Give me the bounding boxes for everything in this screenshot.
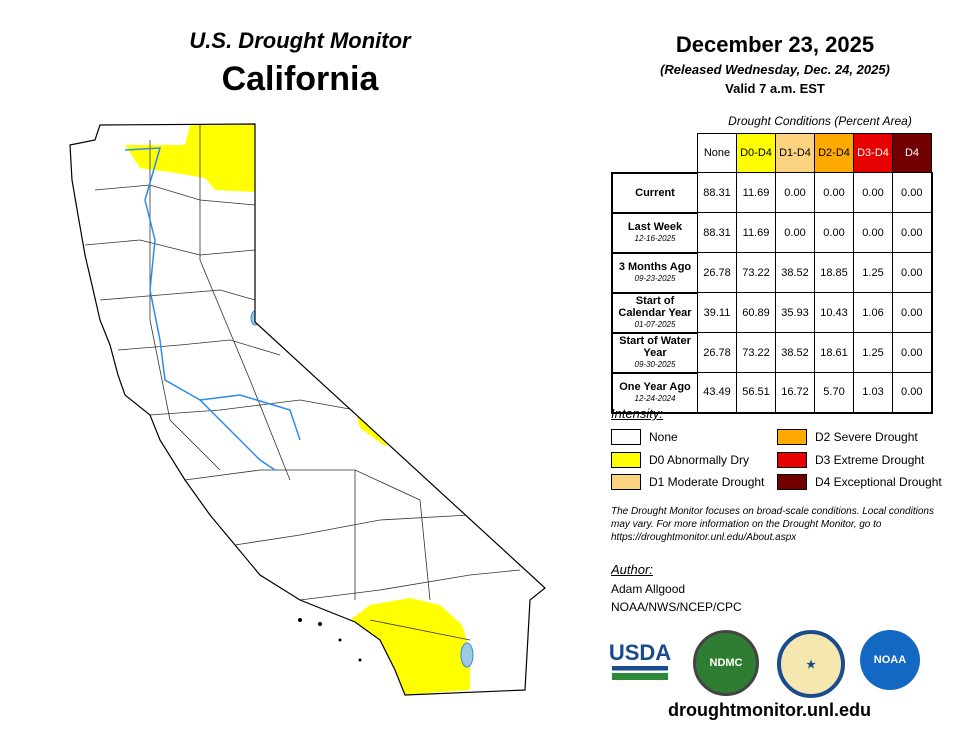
cell-value: 0.00 [892,372,933,413]
legend-swatch [611,474,641,490]
cell-value: 18.61 [814,332,854,373]
legend-label: D4 Exceptional Drought [815,475,942,489]
cell-value: 16.72 [775,372,815,413]
legend-title: Intensity: [611,406,664,421]
cell-value: 88.31 [697,212,737,253]
cell-value: 35.93 [775,292,815,333]
cell-value: 88.31 [697,172,737,213]
release-date: (Released Wednesday, Dec. 24, 2025) [660,62,890,77]
cell-value: 1.25 [853,252,893,293]
commerce-seal-icon: ★ [777,630,845,698]
legend-swatch [777,429,807,445]
row-label: One Year Ago 12-24-2024 [611,371,698,413]
ndmc-logo: NDMC [693,630,759,696]
cell-value: 56.51 [736,372,776,413]
cell-value: 43.49 [697,372,737,413]
channel-islands [298,618,362,662]
noaa-logo: NOAA [860,630,920,690]
table-row: Start of Water Year 09-30-2025 26.78 73.22 3… [611,331,933,373]
cell-value: 5.70 [814,372,854,413]
row-label: Current [611,171,698,213]
cell-value: 60.89 [736,292,776,333]
cell-value: 0.00 [853,172,893,213]
table-row: Current 88.31 11.69 0.00 0.00 0.00 0.00 [611,171,933,213]
table-row: 3 Months Ago 09-23-2025 26.78 73.22 38.52 18.… [611,251,933,293]
legend-label: None [649,430,678,444]
cell-value: 1.03 [853,372,893,413]
cell-value: 26.78 [697,332,737,373]
col-d3-d4: D3-D4 [853,133,893,173]
cell-value: 0.00 [775,212,815,253]
cell-value: 39.11 [697,292,737,333]
map-title: U.S. Drought Monitor [189,28,411,53]
col-d2-d4: D2-D4 [814,133,854,173]
col-none: None [697,133,737,173]
cell-value: 18.85 [814,252,854,293]
row-label: Last Week 12-16-2025 [611,211,698,253]
usda-logo: USDA [609,630,671,690]
legend-label: D2 Severe Drought [815,430,918,444]
col-d4: D4 [892,133,932,173]
legend-item: D3 Extreme Drought [777,452,924,468]
valid-time: Valid 7 a.m. EST [725,81,825,96]
state-name: California [221,60,379,98]
row-label: Start of Water Year 09-30-2025 [611,331,698,373]
legend-label: D0 Abnormally Dry [649,453,750,467]
table-row: Start of Calendar Year 01-07-2025 39.11 60.… [611,291,933,333]
author-title: Author: [611,562,653,577]
row-label: Start of Calendar Year 01-07-2025 [611,291,698,333]
author-info: Adam Allgood NOAA/NWS/NCEP/CPC [611,580,742,616]
cell-value: 0.00 [853,212,893,253]
legend-label: D1 Moderate Drought [649,475,765,489]
col-d1-d4: D1-D4 [775,133,815,173]
drought-conditions-table: None D0-D4 D1-D4 D2-D4 D3-D4 D4 Current 8… [611,133,933,414]
legend-item: D2 Severe Drought [777,429,918,445]
cell-value: 1.25 [853,332,893,373]
legend-swatch [611,452,641,468]
table-row: Last Week 12-16-2025 88.31 11.69 0.00 0.00 0.0… [611,211,933,253]
legend-item: D4 Exceptional Drought [777,474,942,490]
cell-value: 11.69 [736,172,776,213]
author-org: NOAA/NWS/NCEP/CPC [611,600,742,614]
rivers [124,147,301,471]
legend-swatch [777,452,807,468]
cell-value: 0.00 [814,172,854,213]
cell-value: 11.69 [736,212,776,253]
cell-value: 0.00 [892,172,933,213]
cell-value: 73.22 [736,252,776,293]
cell-value: 10.43 [814,292,854,333]
author-name: Adam Allgood [611,582,686,596]
d0-area-north [125,125,255,192]
cell-value: 0.00 [814,212,854,253]
cell-value: 38.52 [775,252,815,293]
cell-value: 0.00 [892,292,933,333]
legend-item: None [611,429,678,445]
cell-value: 0.00 [892,252,933,293]
legend-swatch [611,429,641,445]
legend-label: D3 Extreme Drought [815,453,925,467]
website-url[interactable]: droughtmonitor.unl.edu [668,700,871,720]
table-row: One Year Ago 12-24-2024 43.49 56.51 16.72 5.7… [611,371,933,413]
county-lines [84,125,521,641]
map-date: December 23, 2025 [675,32,875,57]
table-caption: Drought Conditions (Percent Area) [728,114,912,128]
legend-item: D1 Moderate Drought [611,474,764,490]
cell-value: 26.78 [697,252,737,293]
legend-swatch [777,474,807,490]
cell-value: 0.00 [892,212,933,253]
legend-item: D0 Abnormally Dry [611,452,749,468]
col-d0-d4: D0-D4 [736,133,776,173]
cell-value: 0.00 [892,332,933,373]
cell-value: 73.22 [736,332,776,373]
cell-value: 0.00 [775,172,815,213]
california-drought-map [69,123,546,696]
row-label: 3 Months Ago 09-23-2025 [611,251,698,293]
disclaimer-note: The Drought Monitor focuses on broad-sca… [611,506,934,543]
cell-value: 38.52 [775,332,815,373]
cell-value: 1.06 [853,292,893,333]
